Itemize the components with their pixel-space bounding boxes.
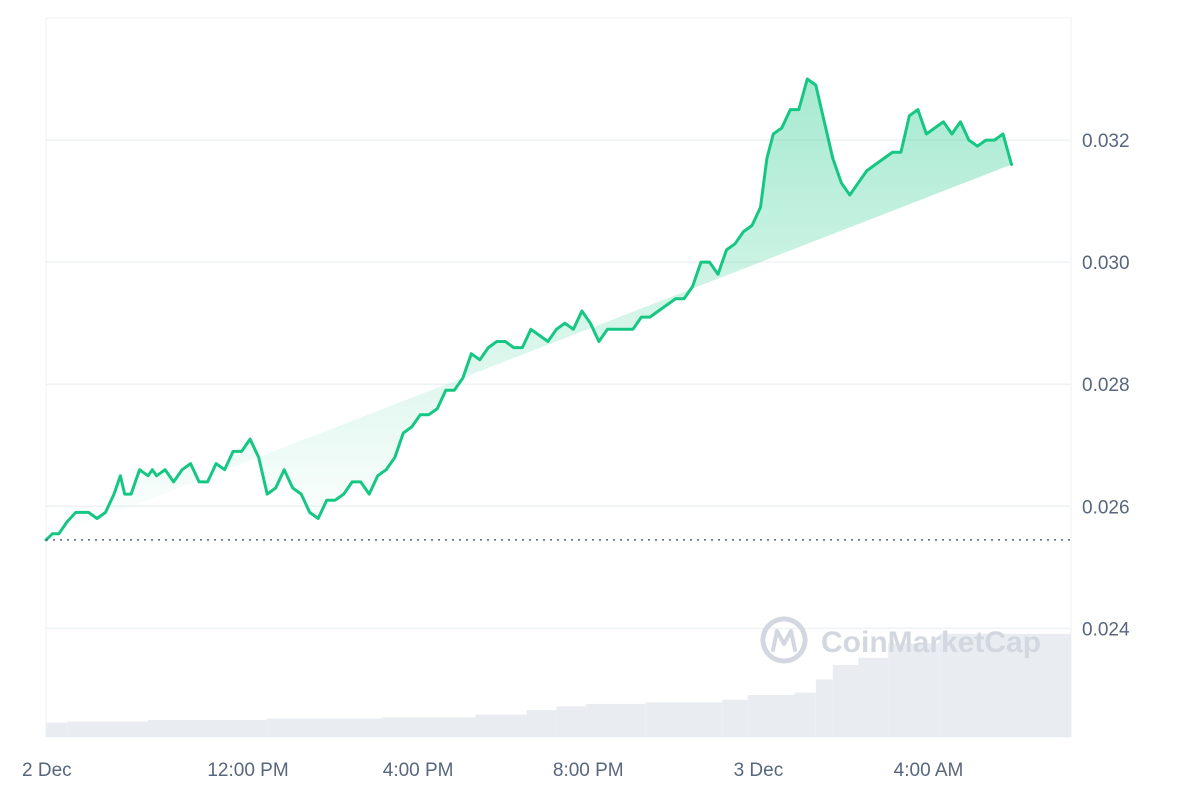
volume-bar-6 (526, 710, 557, 737)
y-tick-label: 0.024 (1082, 619, 1130, 640)
x-tick-label: 4:00 AM (894, 760, 964, 781)
x-tick-label: 8:00 PM (553, 760, 624, 781)
volume-bar-16 (888, 643, 940, 737)
volume-bar-14 (832, 665, 859, 737)
x-axis-ticks: 2 Dec 12:00 PM 4:00 PM 8:00 PM 3 Dec 4:00 AM (22, 760, 963, 781)
volume-bar-10 (722, 699, 748, 737)
y-tick-label: 0.026 (1082, 497, 1130, 518)
volume-bar-12 (794, 692, 816, 737)
volume-bar-2 (148, 719, 268, 737)
x-tick-label: 4:00 PM (383, 760, 454, 781)
grid-lines (46, 139, 1071, 630)
y-tick-label: 0.030 (1082, 253, 1130, 274)
volume-bar-5 (475, 714, 527, 737)
watermark-text: CoinMarketCap (821, 626, 1041, 659)
x-tick-label: 12:00 PM (207, 760, 288, 781)
watermark: CoinMarketCap (760, 616, 1041, 664)
volume-bar-9 (645, 702, 723, 737)
volume-bar-3 (267, 718, 382, 737)
x-tick-label: 2 Dec (22, 760, 72, 781)
volume-bar-11 (747, 695, 795, 737)
volume-bar-1 (67, 721, 149, 737)
y-axis-ticks: 0.032 0.030 0.028 0.026 0.024 (1082, 131, 1130, 640)
y-tick-label: 0.028 (1082, 375, 1130, 396)
volume-bar-17 (939, 633, 1071, 737)
price-line[interactable] (44, 77, 1013, 542)
coinmarketcap-logo-icon (760, 616, 808, 664)
volume-bar-0 (46, 722, 68, 737)
price-area-fill (46, 79, 1012, 540)
volume-bar-15 (858, 657, 889, 737)
volume-bar-8 (586, 703, 646, 737)
price-area (46, 79, 1012, 540)
x-tick-label: 3 Dec (734, 760, 784, 781)
volume-bars (46, 633, 1071, 737)
price-line-group[interactable] (44, 77, 1013, 542)
volume-bar-13 (815, 679, 833, 737)
y-tick-label: 0.032 (1082, 131, 1130, 152)
volume-bar-7 (556, 706, 587, 737)
volume-bar-4 (381, 717, 476, 737)
